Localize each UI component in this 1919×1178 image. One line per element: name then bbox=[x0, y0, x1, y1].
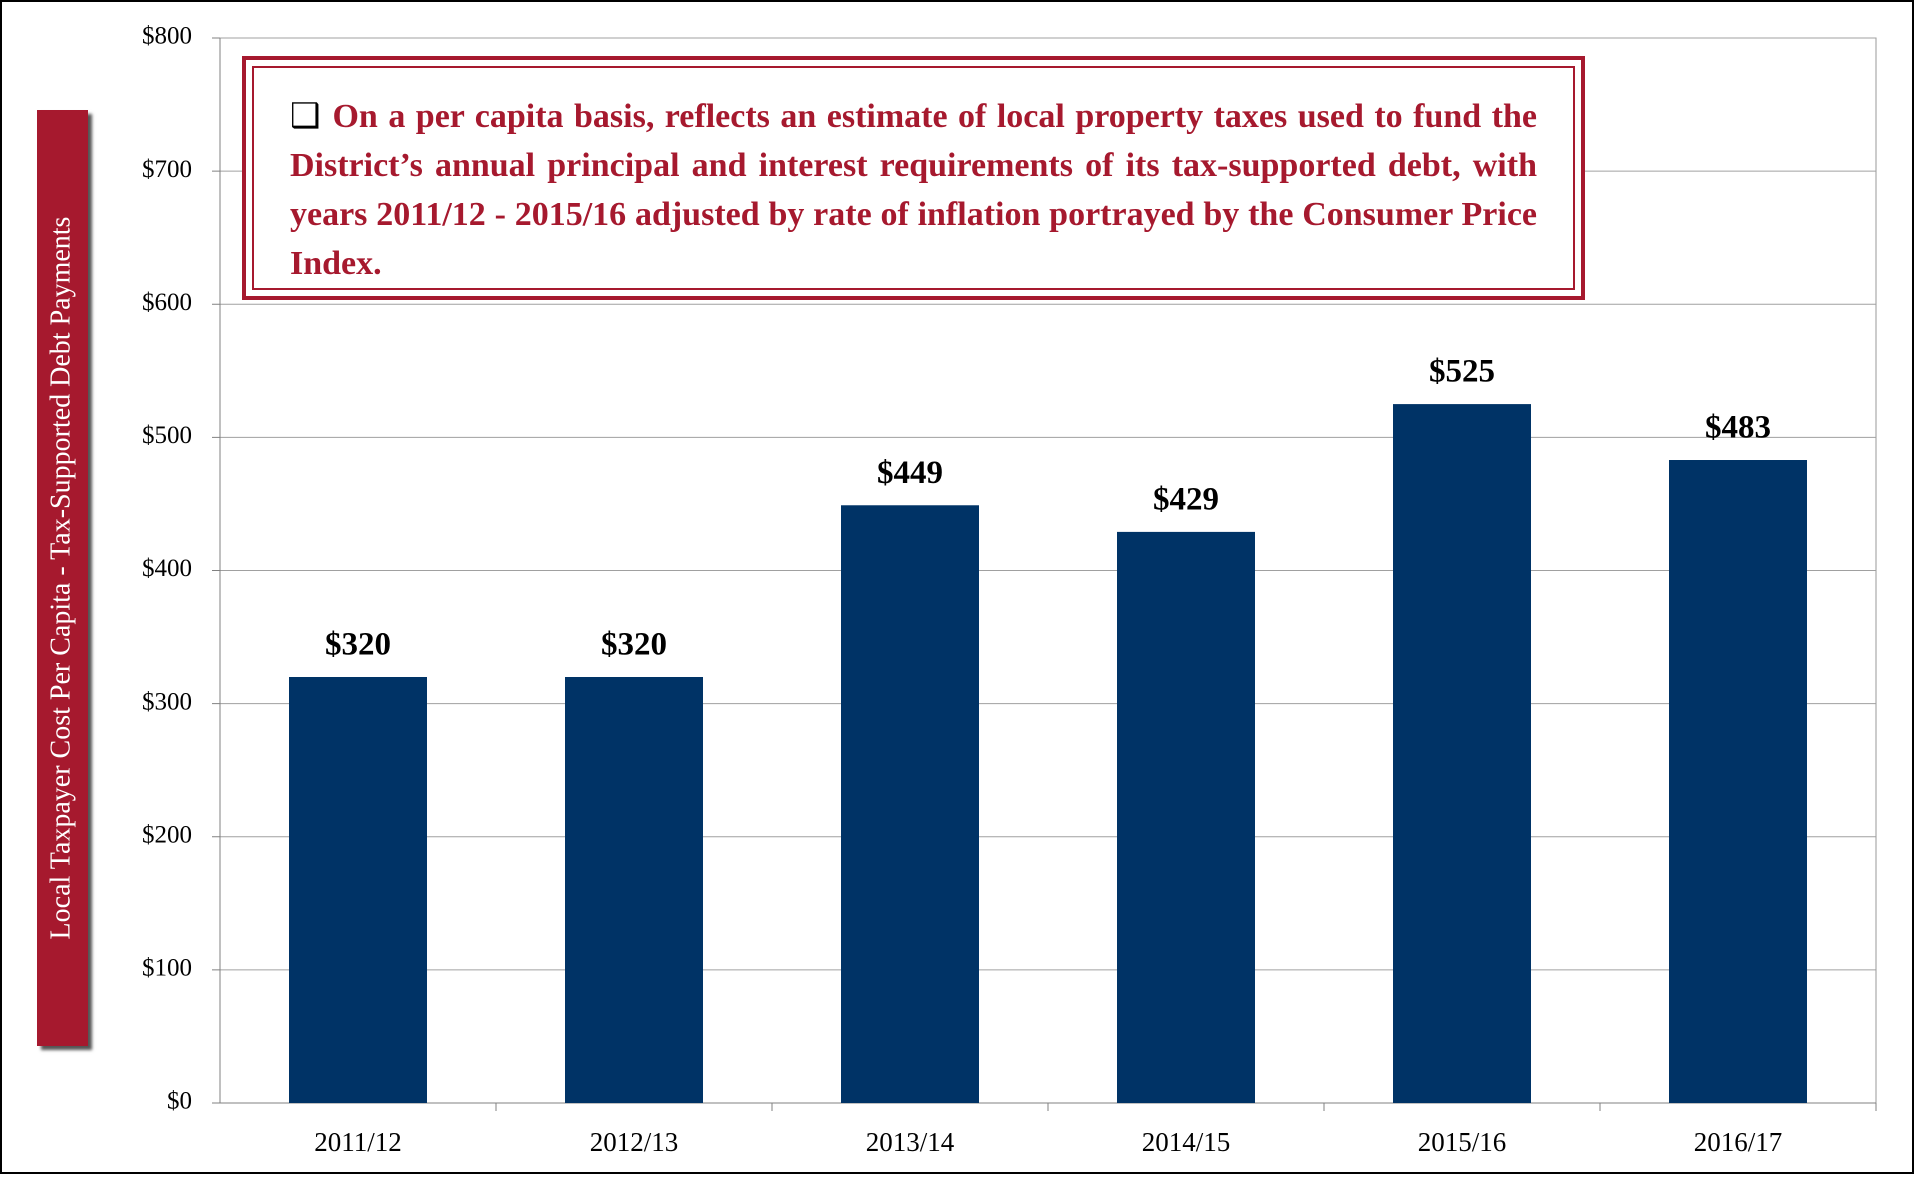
y-tick-label: $400 bbox=[142, 555, 192, 582]
annotation-text: On a per capita basis, reflects an estim… bbox=[290, 98, 1537, 282]
y-tick-label: $600 bbox=[142, 289, 192, 316]
bar bbox=[289, 677, 427, 1103]
y-axis-label-box bbox=[37, 110, 88, 1046]
y-tick-label: $800 bbox=[142, 23, 192, 50]
annotation: ❑ On a per capita basis, reflects an esti… bbox=[252, 66, 1575, 290]
x-tick-label: 2013/14 bbox=[866, 1127, 955, 1157]
x-tick-label: 2016/17 bbox=[1694, 1127, 1783, 1157]
y-tick-label: $500 bbox=[142, 422, 192, 449]
data-label: $320 bbox=[601, 627, 667, 663]
bar bbox=[841, 505, 979, 1103]
x-tick-label: 2011/12 bbox=[314, 1127, 402, 1157]
x-tick-label: 2015/16 bbox=[1418, 1127, 1507, 1157]
bullet: ❑ bbox=[290, 98, 321, 135]
bar bbox=[565, 677, 703, 1103]
y-tick-label: $700 bbox=[142, 156, 192, 183]
data-label: $320 bbox=[325, 627, 391, 663]
x-tick-label: 2012/13 bbox=[590, 1127, 679, 1157]
y-tick-label: $300 bbox=[142, 688, 192, 715]
y-tick-label: $0 bbox=[167, 1088, 192, 1115]
annotation-box: ❑ On a per capita basis, reflects an esti… bbox=[242, 56, 1585, 300]
x-tick-label: 2014/15 bbox=[1142, 1127, 1231, 1157]
data-label: $525 bbox=[1429, 354, 1495, 390]
data-label: $449 bbox=[877, 455, 943, 491]
bar bbox=[1669, 460, 1807, 1104]
y-tick-label: $100 bbox=[142, 955, 192, 982]
y-tick-label: $200 bbox=[142, 821, 192, 848]
bar bbox=[1117, 531, 1255, 1103]
data-label: $483 bbox=[1705, 410, 1771, 446]
bar bbox=[1393, 404, 1531, 1103]
data-label: $429 bbox=[1153, 481, 1219, 517]
